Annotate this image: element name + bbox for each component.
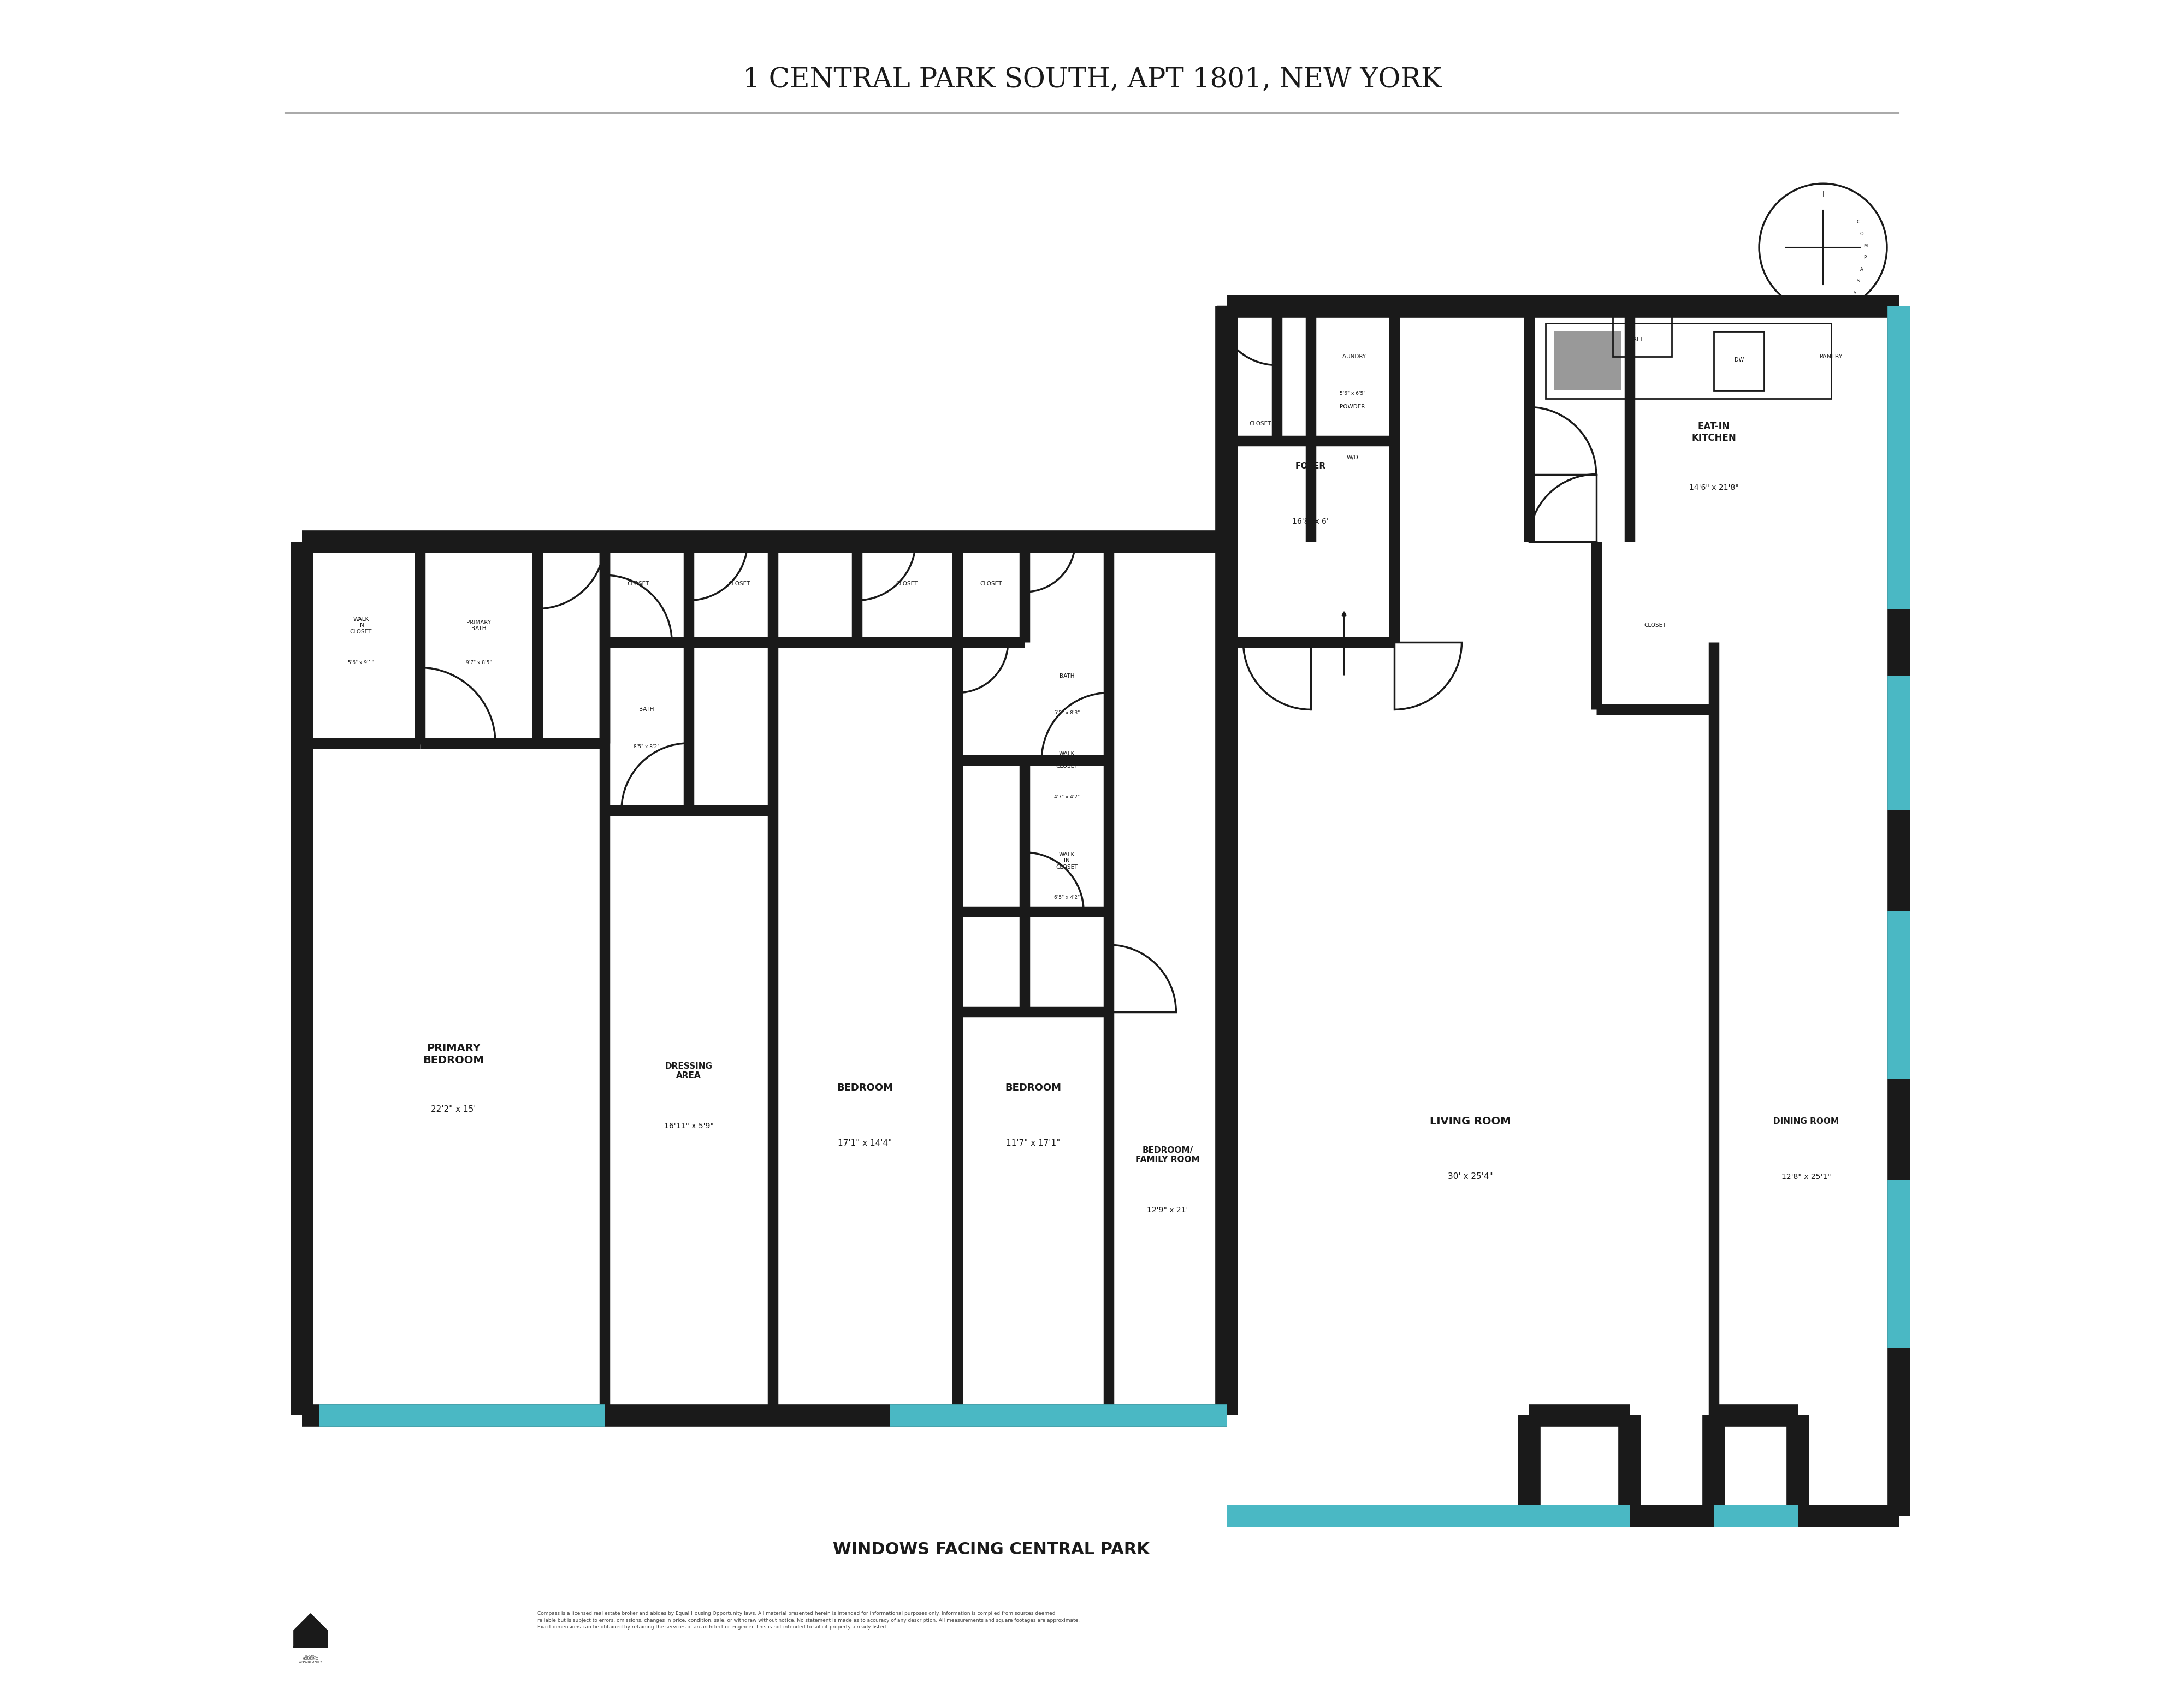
Text: CLOSET: CLOSET [1249,422,1271,427]
Text: 12'8" x 25'1": 12'8" x 25'1" [1782,1173,1830,1180]
Text: M: M [1863,243,1867,248]
Text: P: P [1863,255,1865,260]
Text: CLOSET: CLOSET [1645,623,1666,628]
Text: 16'8" x 6': 16'8" x 6' [1293,518,1328,525]
Text: S: S [1854,290,1856,295]
Text: 14'6" x 21'8": 14'6" x 21'8" [1688,484,1738,491]
Text: BATH: BATH [640,707,655,712]
Text: PRIMARY
BATH: PRIMARY BATH [467,619,491,631]
Text: 5'6" x 9'1": 5'6" x 9'1" [347,660,373,665]
Text: 6'5" x 4'2": 6'5" x 4'2" [1055,895,1079,900]
Text: 30' x 25'4": 30' x 25'4" [1448,1173,1492,1182]
Text: 16'11" x 5'9": 16'11" x 5'9" [664,1123,714,1131]
Bar [1714,331,1765,390]
Text: W/D: W/D [1348,454,1358,461]
Text: 12'9" x 21': 12'9" x 21' [1147,1207,1188,1214]
Text: CLOSET: CLOSET [981,581,1002,586]
Text: 1 CENTRAL PARK SOUTH, APT 1801, NEW YORK: 1 CENTRAL PARK SOUTH, APT 1801, NEW YORK [743,66,1441,93]
Text: LIVING ROOM: LIVING ROOM [1431,1116,1511,1126]
Text: WALK
IN
CLOSET: WALK IN CLOSET [1055,852,1079,869]
Text: CLOSET: CLOSET [627,581,649,586]
Text: CLOSET: CLOSET [895,581,917,586]
Text: REF: REF [1634,338,1645,343]
Text: FOYER: FOYER [1295,463,1326,469]
Text: 5'5" x 8'3": 5'5" x 8'3" [1055,711,1079,716]
Text: BEDROOM: BEDROOM [836,1082,893,1092]
Text: PRIMARY
BEDROOM: PRIMARY BEDROOM [424,1043,485,1065]
Text: 5' x 6'5": 5' x 6'5" [1343,442,1363,447]
Text: DINING ROOM: DINING ROOM [1773,1117,1839,1126]
Text: POWDER: POWDER [1339,405,1365,410]
Bar [1546,322,1832,398]
Text: 5'6" x 6'5": 5'6" x 6'5" [1339,392,1365,397]
Text: 4'7" x 4'2": 4'7" x 4'2" [1055,795,1079,800]
Text: 11'7" x 17'1": 11'7" x 17'1" [1007,1139,1059,1148]
Text: WINDOWS FACING CENTRAL PARK: WINDOWS FACING CENTRAL PARK [832,1541,1149,1558]
Text: EQUAL
HOUSING
OPPORTUNITY: EQUAL HOUSING OPPORTUNITY [299,1654,323,1664]
Text: PANTRY: PANTRY [1819,354,1843,360]
Text: 9'7" x 8'5": 9'7" x 8'5" [465,660,491,665]
Text: BATH: BATH [1059,674,1075,679]
Text: O: O [1861,231,1863,236]
Text: C: C [1856,219,1861,225]
Text: A: A [1861,267,1863,272]
Text: DW: DW [1734,358,1743,363]
Text: S: S [1856,279,1859,284]
Text: LAUNDRY: LAUNDRY [1339,354,1365,360]
Text: Compass is a licensed real estate broker and abides by Equal Housing Opportunity: Compass is a licensed real estate broker… [537,1610,1079,1629]
Text: WALK
IN
CLOSET: WALK IN CLOSET [1055,751,1079,770]
Text: WALK
IN
CLOSET: WALK IN CLOSET [349,616,371,635]
Text: CLOSET: CLOSET [727,581,749,586]
Bar [1614,306,1671,356]
Text: 17'1" x 14'4": 17'1" x 14'4" [839,1139,893,1148]
Text: 8'5" x 8'2": 8'5" x 8'2" [633,744,660,749]
Text: 22'2" x 15': 22'2" x 15' [430,1106,476,1114]
Text: DRESSING
AREA: DRESSING AREA [664,1062,712,1080]
Text: BEDROOM: BEDROOM [1005,1082,1061,1092]
Text: BEDROOM/
FAMILY ROOM: BEDROOM/ FAMILY ROOM [1136,1146,1199,1163]
Text: EAT-IN
KITCHEN: EAT-IN KITCHEN [1690,422,1736,442]
Bar [1555,331,1621,390]
Polygon shape [295,1614,328,1647]
